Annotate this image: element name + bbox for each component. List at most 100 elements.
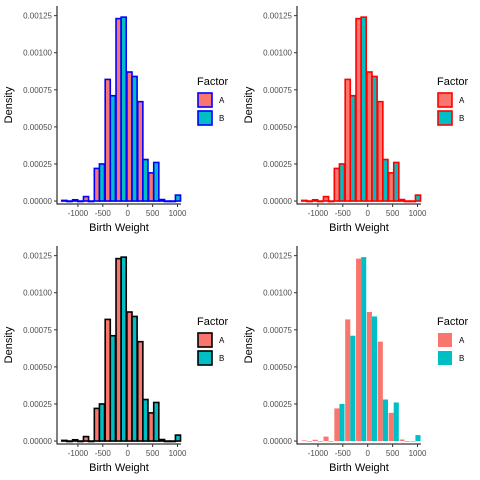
bar-B-9 <box>403 200 411 203</box>
legend: Factor AB <box>197 76 229 126</box>
bar-B-4 <box>349 94 357 202</box>
bar-B-6 <box>131 315 138 442</box>
bar-B-3 <box>98 403 106 442</box>
bar-A-2 <box>322 195 330 202</box>
bar-B-4 <box>109 334 117 442</box>
x-tick-label: 500 <box>386 209 400 218</box>
legend-key-B <box>438 351 452 365</box>
bar-B-1 <box>76 440 84 443</box>
bar-A-9 <box>399 439 405 442</box>
legend-label-A: A <box>219 96 225 105</box>
panel-top-left: 0.00000 0.00025 0.00050 0.00075 0.00100 0.001… <box>3 6 229 234</box>
bar-B-7 <box>142 398 149 442</box>
bar-B-2 <box>87 440 95 443</box>
bar-B-5 <box>120 256 128 442</box>
bar-A-10 <box>410 441 416 442</box>
bar-B-3 <box>98 163 106 202</box>
bar-B-5 <box>361 257 367 442</box>
x-tick-label: -1000 <box>308 449 329 458</box>
bar-B-5 <box>360 16 368 202</box>
legend-key-A <box>197 332 213 348</box>
panel-bottom-left: 0.00000 0.00025 0.00050 0.00075 0.00100 0.001… <box>3 246 229 474</box>
bar-B-0 <box>66 440 73 443</box>
bar-A-5 <box>356 258 362 442</box>
bar-B-9 <box>404 441 410 442</box>
bar-A-7 <box>136 340 144 442</box>
bar-B-2 <box>87 200 95 203</box>
bar-B-1 <box>76 200 84 203</box>
bar-B-8 <box>152 161 160 202</box>
bar-B-1 <box>316 200 324 203</box>
legend-label-A: A <box>459 336 465 345</box>
y-axis-label: Density <box>3 86 15 123</box>
x-tick-label: 500 <box>386 449 400 458</box>
x-tick-label: -500 <box>335 449 352 458</box>
bar-B-9 <box>163 200 171 203</box>
x-tick-label: -1000 <box>68 449 89 458</box>
bar-B-10 <box>174 194 182 202</box>
y-tick-label: 0.00050 <box>23 123 52 132</box>
y-tick-label: 0.00125 <box>23 252 52 261</box>
legend-label-A: A <box>459 96 465 105</box>
bar-A-2 <box>323 436 329 442</box>
bar-B-6 <box>131 75 138 202</box>
y-tick-label: 0.00125 <box>263 12 292 21</box>
y-tick-label: 0.00050 <box>263 123 292 132</box>
y-tick-label: 0.00075 <box>263 326 292 335</box>
x-tick-label: -500 <box>335 209 352 218</box>
legend-key-A <box>437 92 453 108</box>
bar-B-4 <box>350 335 356 442</box>
bar-A-8 <box>388 412 394 442</box>
y-tick-label: 0.00100 <box>263 49 292 58</box>
bar-A-4 <box>345 319 351 442</box>
bar-A-7 <box>377 341 383 442</box>
legend-key-A <box>197 92 213 108</box>
y-tick-label: 0.00050 <box>23 363 52 372</box>
bar-B-6 <box>371 75 378 202</box>
x-axis-label: Birth Weight <box>89 222 149 234</box>
x-axis-label: Birth Weight <box>89 462 149 474</box>
x-tick-label: 1000 <box>409 449 427 458</box>
y-tick-label: 0.00075 <box>23 326 52 335</box>
bar-B-7 <box>382 158 389 202</box>
y-tick-label: 0.00075 <box>23 86 52 95</box>
x-axis-label: Birth Weight <box>329 462 389 474</box>
legend-key-A <box>438 333 452 347</box>
y-tick-label: 0.00000 <box>263 437 292 446</box>
bar-B-10 <box>415 435 421 442</box>
y-tick-label: 0.00100 <box>23 289 52 298</box>
legend: Factor AB <box>437 316 469 365</box>
bar-A-1 <box>312 439 318 442</box>
bar-A-7 <box>376 100 384 202</box>
bar-B-1 <box>317 441 323 442</box>
legend-title: Factor <box>197 316 229 328</box>
y-axis-label: Density <box>243 86 255 123</box>
legend-title: Factor <box>437 316 469 328</box>
x-tick-label: -1000 <box>68 209 89 218</box>
bar-B-0 <box>66 200 73 203</box>
y-tick-label: 0.00000 <box>263 197 292 206</box>
bar-B-5 <box>120 16 128 202</box>
x-tick-label: 0 <box>125 209 130 218</box>
bar-B-8 <box>152 401 160 442</box>
y-tick-label: 0.00050 <box>263 363 292 372</box>
legend-label-B: B <box>459 354 464 363</box>
legend: Factor AB <box>197 316 229 366</box>
x-tick-label: 500 <box>146 209 160 218</box>
bar-B-7 <box>382 399 388 442</box>
bar-B-4 <box>109 94 117 202</box>
bar-B-10 <box>414 194 422 202</box>
bar-A-2 <box>82 195 90 202</box>
y-tick-label: 0.00025 <box>263 160 292 169</box>
bar-B-10 <box>174 434 182 442</box>
x-tick-label: 0 <box>365 209 370 218</box>
y-axis-label: Density <box>3 326 15 363</box>
y-tick-label: 0.00025 <box>23 400 52 409</box>
y-tick-label: 0.00125 <box>263 252 292 261</box>
bar-B-9 <box>163 440 171 443</box>
y-tick-label: 0.00000 <box>23 437 52 446</box>
legend-key-B <box>197 110 213 126</box>
y-axis-label: Density <box>243 326 255 363</box>
x-tick-label: 0 <box>125 449 130 458</box>
